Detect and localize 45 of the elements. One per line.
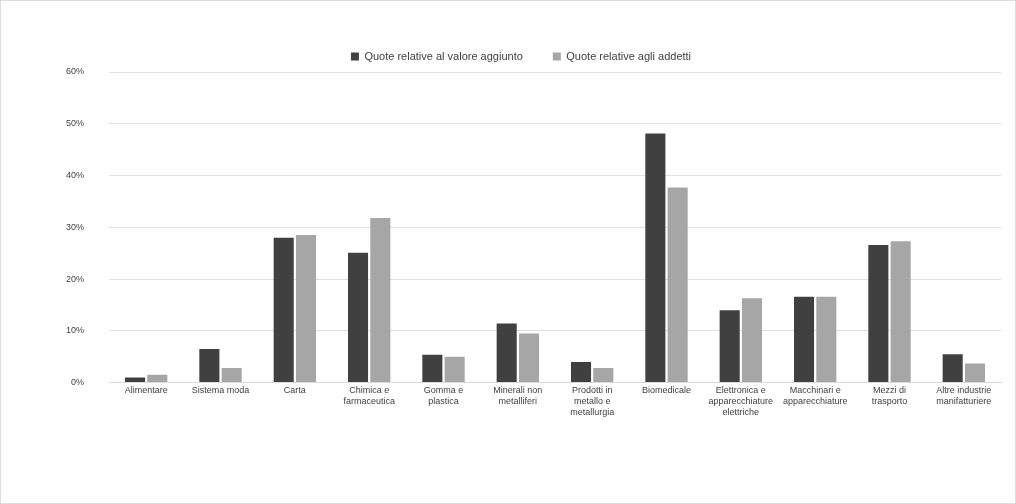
y-tick-label: 40% xyxy=(66,170,85,181)
bar xyxy=(147,374,168,383)
bar xyxy=(868,244,889,383)
bar xyxy=(518,333,540,383)
bar xyxy=(793,296,815,383)
x-tick-label: Minerali non metalliferi xyxy=(493,385,543,407)
x-tick-label: Elettronica e apparecchiature elettriche xyxy=(708,385,774,418)
y-tick-label: 10% xyxy=(66,325,85,336)
legend-label: Quote relative agli addetti xyxy=(566,49,692,62)
bar xyxy=(593,368,614,383)
x-tick-label: Carta xyxy=(283,385,306,396)
bar xyxy=(816,296,837,383)
bar xyxy=(964,363,986,383)
bar xyxy=(295,235,317,383)
bar xyxy=(570,361,592,383)
x-tick-label: Gomma e plastica xyxy=(423,385,464,407)
bar xyxy=(942,354,963,383)
bar xyxy=(125,377,146,383)
x-tick-label: Chimica e farmaceutica xyxy=(343,385,395,407)
x-tick-label: Alimentare xyxy=(124,385,168,396)
bar xyxy=(667,187,688,383)
x-tick-label: Macchinari e apparecchiature xyxy=(782,385,848,407)
bar xyxy=(370,217,391,383)
y-tick-label: 60% xyxy=(66,66,85,77)
bar xyxy=(221,368,242,383)
bar xyxy=(444,356,465,383)
bar xyxy=(273,237,294,383)
x-tick-label: Mezzi di trasporto xyxy=(871,385,908,407)
bar xyxy=(645,133,666,383)
bar xyxy=(199,348,220,383)
bar xyxy=(496,323,517,383)
x-tick-label: Prodotti in metallo e metallurgia xyxy=(570,385,615,418)
bar xyxy=(347,252,369,383)
legend-label: Quote relative al valore aggiunto xyxy=(364,49,523,62)
x-tick-label: Sistema moda xyxy=(191,385,250,396)
bar xyxy=(890,241,911,383)
y-tick-label: 50% xyxy=(66,118,85,129)
y-tick-label: 20% xyxy=(66,273,85,284)
y-tick-label: 0% xyxy=(71,377,85,388)
bar xyxy=(741,298,763,383)
bar xyxy=(422,354,443,383)
x-tick-label: Biomedicale xyxy=(641,385,692,396)
bar xyxy=(719,310,740,383)
x-tick-label: Altre industrie manifatturiere xyxy=(936,385,992,407)
y-tick-label: 30% xyxy=(66,221,85,232)
